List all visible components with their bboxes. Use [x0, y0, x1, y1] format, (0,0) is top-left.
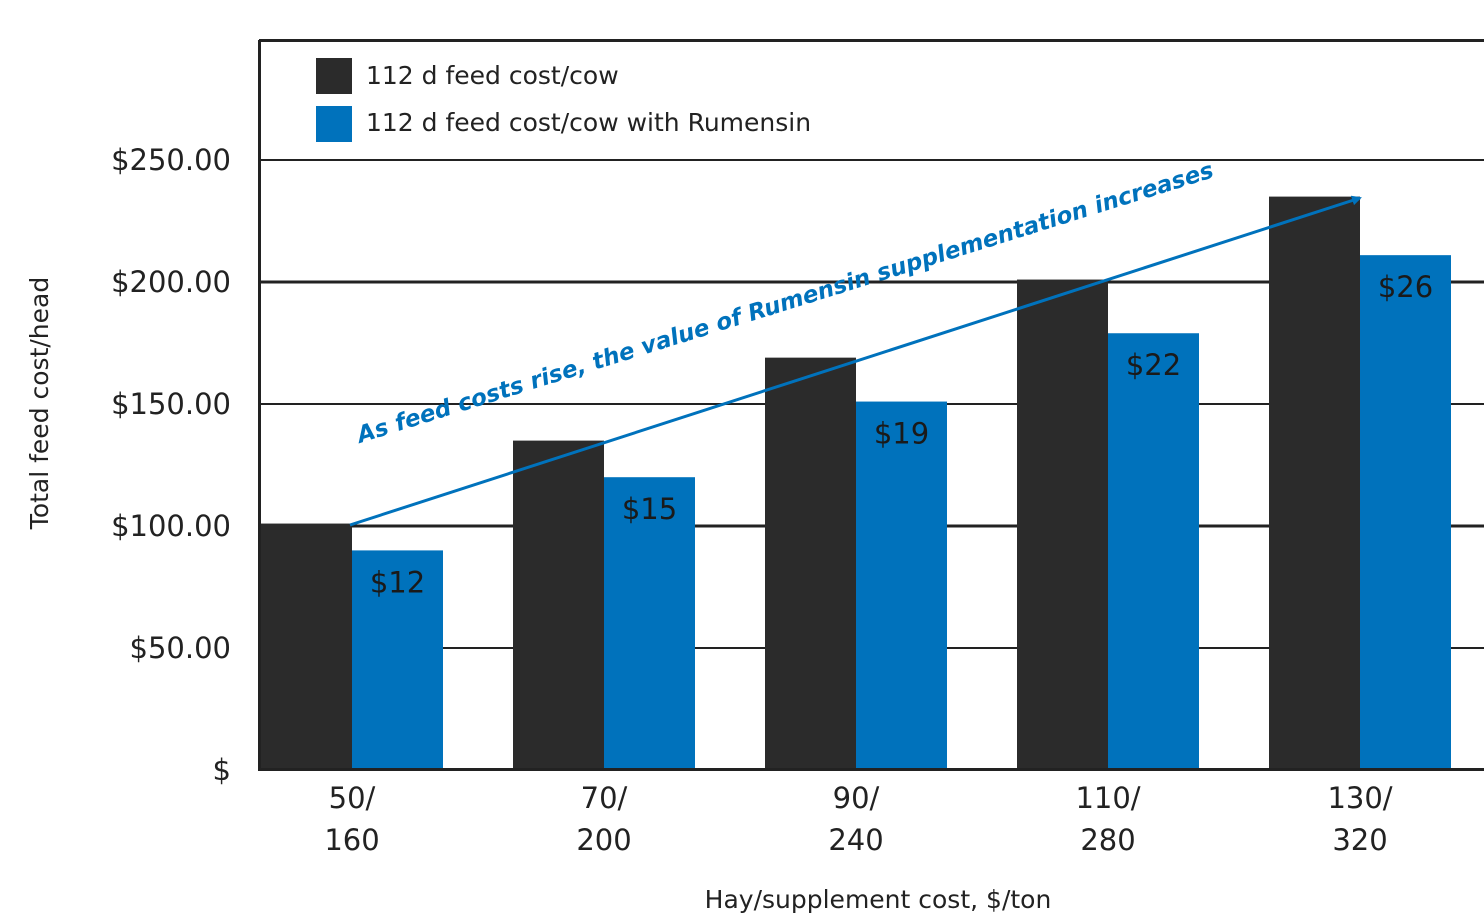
legend-swatch-feed-cost — [316, 58, 352, 94]
bar-feed-cost — [765, 357, 856, 770]
legend-label-feed-cost-rumensin: 112 d feed cost/cow with Rumensin — [366, 108, 811, 137]
bar-feed-cost-rumensin — [1360, 255, 1451, 770]
bar-feed-cost — [1269, 196, 1360, 771]
x-tick-label: 110/ — [1075, 781, 1140, 815]
bar-feed-cost-rumensin — [604, 477, 695, 770]
x-tick-label: 130/ — [1327, 781, 1392, 815]
bar-feed-cost-rumensin — [1108, 333, 1199, 770]
y-tick-label: $100.00 — [111, 509, 231, 543]
bar-feed-cost — [1017, 279, 1108, 770]
y-tick-label: $50.00 — [130, 631, 231, 665]
bar-feed-cost — [513, 440, 604, 770]
x-tick-label: 160 — [324, 823, 379, 857]
legend-label-feed-cost: 112 d feed cost/cow — [366, 61, 619, 90]
x-tick-label: 50/ — [329, 781, 376, 815]
y-tick-label: $250.00 — [111, 143, 231, 177]
y-axis-title: Total feed cost/head — [25, 277, 54, 530]
legend-swatch-feed-cost-rumensin — [316, 106, 352, 142]
x-tick-label: 90/ — [833, 781, 880, 815]
data-label: $19 — [874, 417, 929, 451]
trend-arrow — [349, 195, 1362, 527]
y-tick-label: $150.00 — [111, 387, 231, 421]
bar-feed-cost-rumensin — [352, 550, 443, 770]
bar-feed-cost — [261, 523, 352, 770]
plot-frame-left — [258, 40, 261, 771]
legend: 112 d feed cost/cow 112 d feed cost/cow … — [316, 58, 811, 142]
x-tick-label: 70/ — [581, 781, 628, 815]
data-label: $22 — [1126, 348, 1181, 382]
data-label: $12 — [370, 565, 425, 599]
x-axis-line — [258, 768, 1484, 771]
y-tick-label: $200.00 — [111, 265, 231, 299]
x-axis-title: Hay/supplement cost, $/ton — [705, 885, 1052, 914]
x-tick-label: 320 — [1332, 823, 1387, 857]
y-axis-ticks: $ $50.00 $100.00 $150.00 $200.00 $250.00 — [111, 143, 231, 787]
bars — [261, 196, 1451, 771]
bar-feed-cost-rumensin — [856, 401, 947, 770]
y-tick-label: $ — [213, 753, 231, 787]
x-tick-label: 280 — [1080, 823, 1135, 857]
data-label: $15 — [622, 492, 677, 526]
data-label: $26 — [1378, 270, 1433, 304]
plot-frame-top — [259, 39, 1484, 42]
data-labels: $12 $15 $19 $22 $26 — [370, 270, 1433, 599]
x-axis-ticks: 50/160 70/200 90/240 110/280 130/320 — [324, 781, 1392, 857]
x-tick-label: 240 — [828, 823, 883, 857]
x-tick-label: 200 — [576, 823, 631, 857]
